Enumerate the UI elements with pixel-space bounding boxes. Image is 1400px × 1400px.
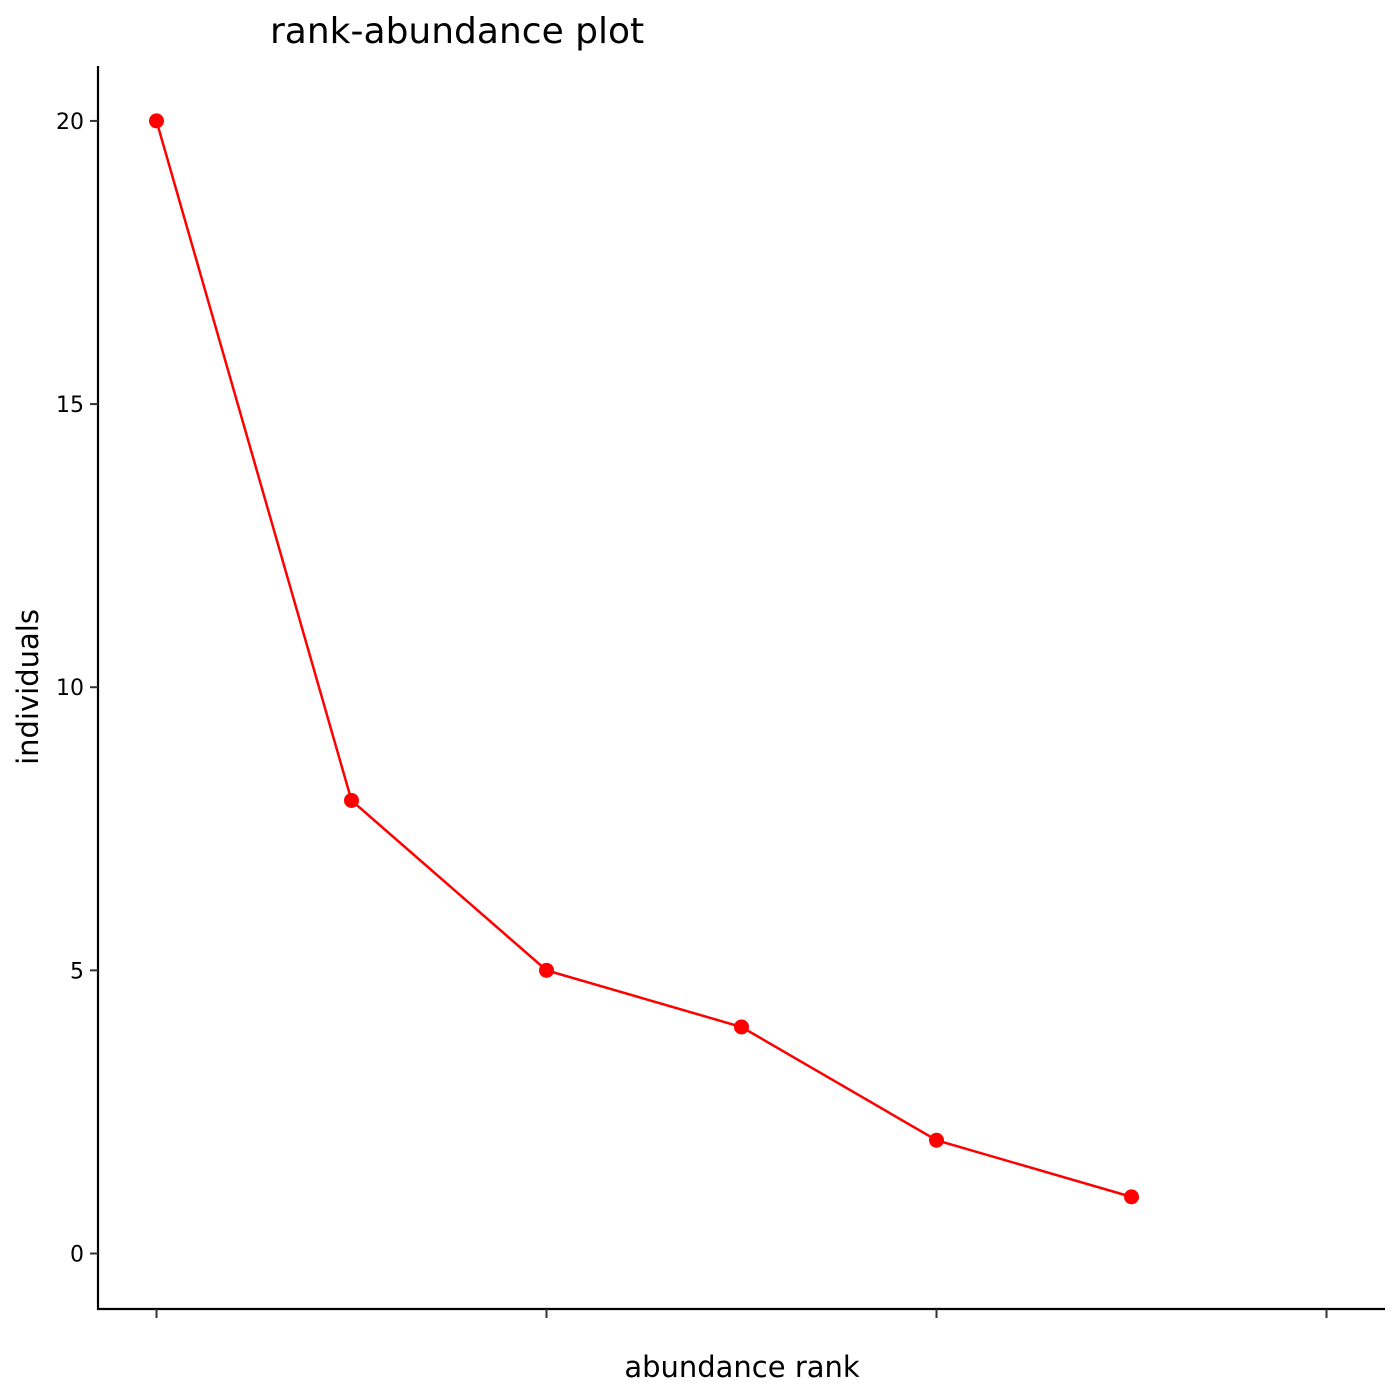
- data-point: [929, 1132, 944, 1148]
- plot-area: [149, 113, 1139, 1205]
- data-point: [539, 962, 554, 978]
- chart-title: rank-abundance plot: [270, 11, 644, 52]
- data-point: [734, 1019, 749, 1035]
- data-point: [1124, 1189, 1139, 1205]
- y-tick-label: 0: [70, 1243, 84, 1268]
- x-ticks: [155, 1309, 1328, 1318]
- series-line: [155, 120, 1132, 1199]
- data-point: [344, 792, 359, 808]
- y-tick-label: 5: [70, 959, 84, 984]
- data-point: [149, 113, 164, 129]
- y-tick-label: 20: [56, 110, 84, 135]
- y-tick-label: 10: [56, 676, 84, 701]
- y-tick-label: 15: [56, 393, 84, 418]
- x-axis-label: abundance rank: [624, 1350, 860, 1384]
- y-axis-label: individuals: [11, 609, 45, 765]
- y-ticks: 0 5 10 15 20: [56, 110, 98, 1268]
